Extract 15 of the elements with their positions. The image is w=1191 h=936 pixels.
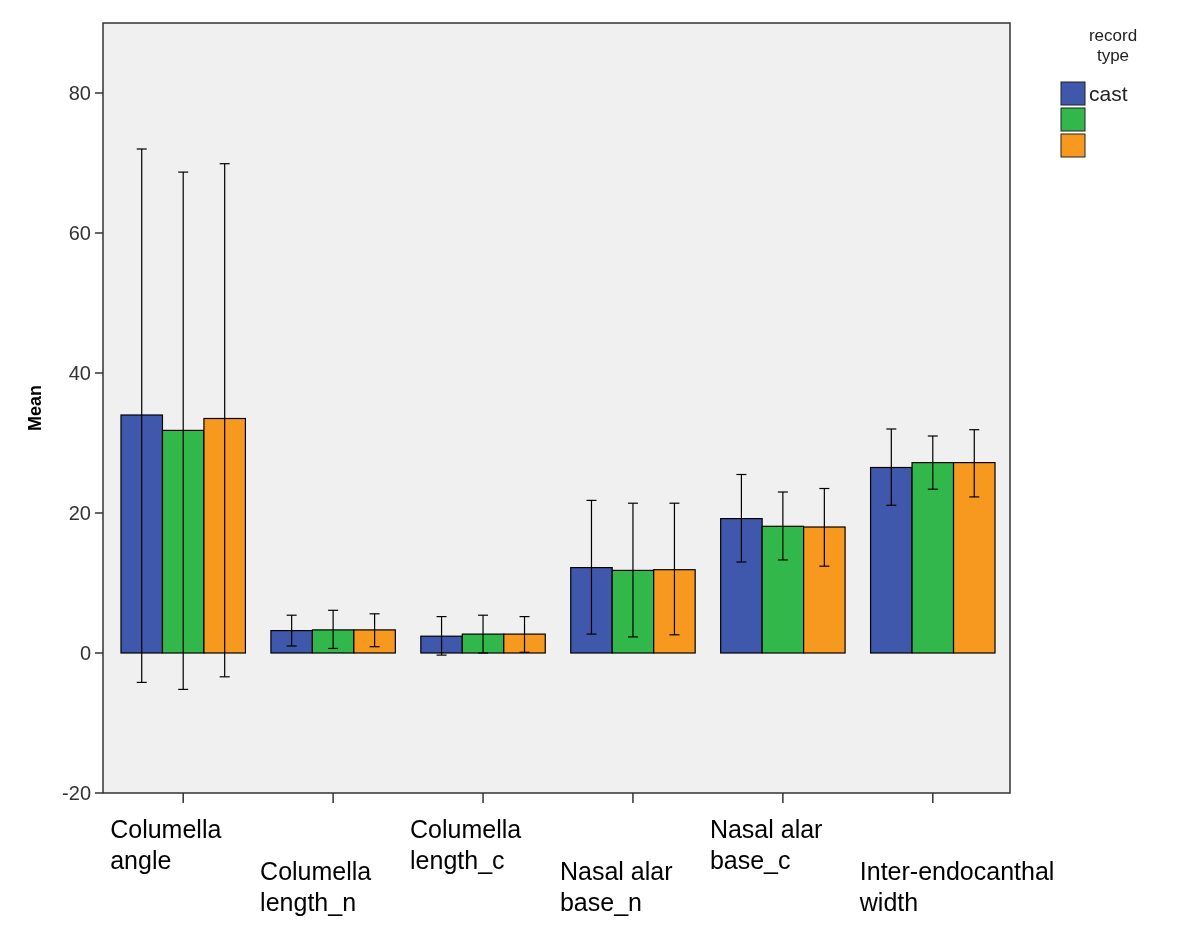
legend-label: cast — [1089, 82, 1128, 106]
x-tick-label: Columella angle — [110, 815, 222, 874]
x-tick-label: Inter-endocanthal width — [858, 857, 1055, 916]
y-tick-label: 60 — [68, 222, 91, 244]
x-tick-label: Columella length_n — [260, 857, 372, 916]
y-tick-label: 20 — [68, 502, 91, 524]
y-tick-label: 40 — [68, 362, 91, 384]
y-axis-title: Mean — [25, 384, 45, 432]
y-tick-label: 0 — [79, 642, 91, 664]
x-tick-label: Nasal alar base_n — [559, 857, 673, 916]
x-tick-label: Nasal alar base_c — [709, 815, 823, 874]
y-tick-label: 80 — [68, 82, 91, 104]
x-tick-label: Columella length_c — [410, 815, 522, 874]
legend-title: record type — [1088, 26, 1138, 65]
y-tick-label: -20 — [62, 782, 91, 804]
